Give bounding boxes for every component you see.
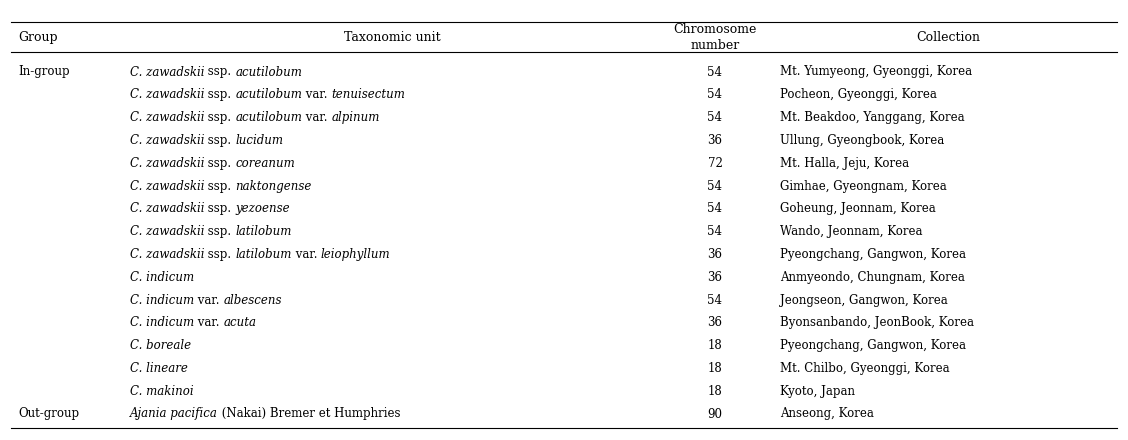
Text: ssp.: ssp.	[204, 66, 236, 78]
Text: 36: 36	[707, 248, 723, 261]
Text: C. zawadskii: C. zawadskii	[130, 248, 204, 261]
Text: Mt. Beakdoo, Yanggang, Korea: Mt. Beakdoo, Yanggang, Korea	[779, 111, 964, 124]
Text: In-group: In-group	[18, 66, 70, 78]
Text: Pyeongchang, Gangwon, Korea: Pyeongchang, Gangwon, Korea	[779, 248, 966, 261]
Text: C. boreale: C. boreale	[130, 339, 191, 352]
Text: 36: 36	[707, 316, 723, 329]
Text: C. zawadskii: C. zawadskii	[130, 111, 204, 124]
Text: Mt. Chilbo, Gyeonggi, Korea: Mt. Chilbo, Gyeonggi, Korea	[779, 362, 950, 375]
Text: C. zawadskii: C. zawadskii	[130, 225, 204, 238]
Text: var.: var.	[302, 111, 332, 124]
Text: acutilobum: acutilobum	[236, 66, 302, 78]
Text: 54: 54	[707, 88, 723, 101]
Text: Taxonomic unit: Taxonomic unit	[344, 30, 441, 44]
Text: ssp.: ssp.	[204, 202, 236, 215]
Text: Byonsanbando, JeonBook, Korea: Byonsanbando, JeonBook, Korea	[779, 316, 973, 329]
Text: Anseong, Korea: Anseong, Korea	[779, 407, 874, 421]
Text: C. zawadskii: C. zawadskii	[130, 88, 204, 101]
Text: latilobum: latilobum	[236, 248, 292, 261]
Text: 18: 18	[707, 362, 722, 375]
Text: (Nakai) Bremer et Humphries: (Nakai) Bremer et Humphries	[218, 407, 400, 421]
Text: tenuisectum: tenuisectum	[332, 88, 405, 101]
Text: Goheung, Jeonnam, Korea: Goheung, Jeonnam, Korea	[779, 202, 936, 215]
Text: C. indicum: C. indicum	[130, 316, 194, 329]
Text: Anmyeondo, Chungnam, Korea: Anmyeondo, Chungnam, Korea	[779, 271, 964, 284]
Text: coreanum: coreanum	[236, 157, 296, 170]
Text: acutilobum: acutilobum	[236, 88, 302, 101]
Text: Jeongseon, Gangwon, Korea: Jeongseon, Gangwon, Korea	[779, 293, 948, 307]
Text: ssp.: ssp.	[204, 225, 236, 238]
Text: Gimhae, Gyeongnam, Korea: Gimhae, Gyeongnam, Korea	[779, 180, 946, 193]
Text: acutilobum: acutilobum	[236, 111, 302, 124]
Text: ssp.: ssp.	[204, 180, 236, 193]
Text: Wando, Jeonnam, Korea: Wando, Jeonnam, Korea	[779, 225, 923, 238]
Text: 54: 54	[707, 225, 723, 238]
Text: 18: 18	[707, 385, 722, 398]
Text: 54: 54	[707, 293, 723, 307]
Text: 54: 54	[707, 202, 723, 215]
Text: Collection: Collection	[916, 30, 980, 44]
Text: var.: var.	[302, 88, 332, 101]
Text: C. lineare: C. lineare	[130, 362, 188, 375]
Text: latilobum: latilobum	[236, 225, 292, 238]
Text: leiophyllum: leiophyllum	[321, 248, 390, 261]
Text: Group: Group	[18, 30, 58, 44]
Text: 54: 54	[707, 66, 723, 78]
Text: Pyeongchang, Gangwon, Korea: Pyeongchang, Gangwon, Korea	[779, 339, 966, 352]
Text: C. indicum: C. indicum	[130, 271, 194, 284]
Text: C. zawadskii: C. zawadskii	[130, 202, 204, 215]
Text: ssp.: ssp.	[204, 248, 236, 261]
Text: 36: 36	[707, 134, 723, 147]
Text: Ajania pacifica: Ajania pacifica	[130, 407, 218, 421]
Text: ssp.: ssp.	[204, 157, 236, 170]
Text: var.: var.	[292, 248, 321, 261]
Text: alpinum: alpinum	[332, 111, 380, 124]
Text: C. zawadskii: C. zawadskii	[130, 134, 204, 147]
Text: albescens: albescens	[223, 293, 282, 307]
Text: C. zawadskii: C. zawadskii	[130, 180, 204, 193]
Text: ssp.: ssp.	[204, 134, 236, 147]
Text: 54: 54	[707, 111, 723, 124]
Text: C. zawadskii: C. zawadskii	[130, 157, 204, 170]
Text: acuta: acuta	[223, 316, 256, 329]
Text: 72: 72	[707, 157, 722, 170]
Text: Mt. Halla, Jeju, Korea: Mt. Halla, Jeju, Korea	[779, 157, 909, 170]
Text: ssp.: ssp.	[204, 88, 236, 101]
Text: yezoense: yezoense	[236, 202, 290, 215]
Text: 36: 36	[707, 271, 723, 284]
Text: 54: 54	[707, 180, 723, 193]
Text: C. makinoi: C. makinoi	[130, 385, 194, 398]
Text: ssp.: ssp.	[204, 111, 236, 124]
Text: Chromosome
number: Chromosome number	[673, 22, 757, 51]
Text: 18: 18	[707, 339, 722, 352]
Text: var.: var.	[194, 316, 223, 329]
Text: Kyoto, Japan: Kyoto, Japan	[779, 385, 855, 398]
Text: Out-group: Out-group	[18, 407, 79, 421]
Text: naktongense: naktongense	[236, 180, 311, 193]
Text: C. indicum: C. indicum	[130, 293, 194, 307]
Text: var.: var.	[194, 293, 223, 307]
Text: Ullung, Gyeongbook, Korea: Ullung, Gyeongbook, Korea	[779, 134, 944, 147]
Text: Mt. Yumyeong, Gyeonggi, Korea: Mt. Yumyeong, Gyeonggi, Korea	[779, 66, 972, 78]
Text: C. zawadskii: C. zawadskii	[130, 66, 204, 78]
Text: lucidum: lucidum	[236, 134, 283, 147]
Text: 90: 90	[707, 407, 723, 421]
Text: Pocheon, Gyeonggi, Korea: Pocheon, Gyeonggi, Korea	[779, 88, 937, 101]
